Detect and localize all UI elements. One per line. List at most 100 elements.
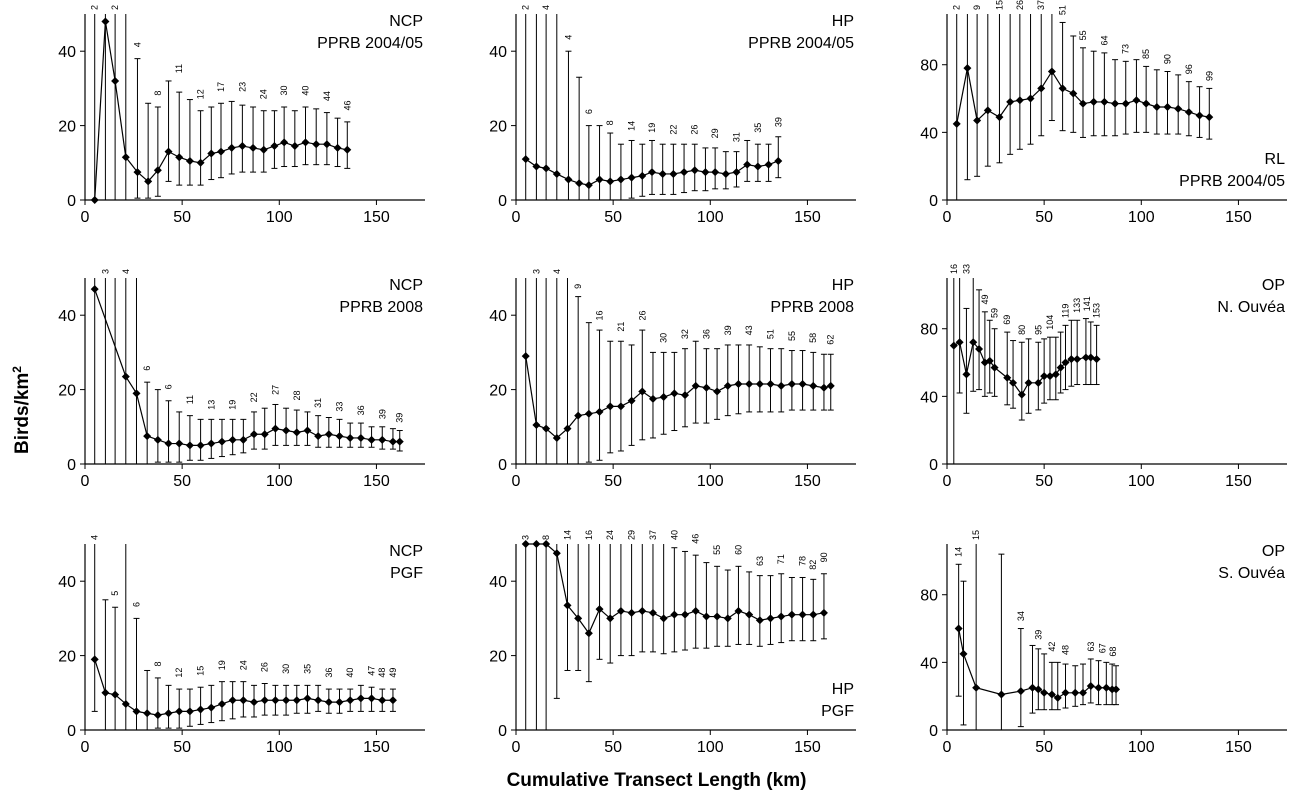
sample-count-label: 19	[217, 660, 227, 670]
data-point	[207, 703, 216, 712]
x-tick-label: 0	[512, 209, 521, 226]
data-point	[809, 381, 818, 390]
data-point	[711, 168, 720, 177]
data-point	[627, 396, 636, 405]
data-point	[669, 169, 678, 178]
panel-label-line: PGF	[821, 703, 854, 720]
sample-count-label: 26	[690, 125, 700, 135]
data-point	[606, 402, 615, 411]
data-point	[787, 380, 796, 389]
y-tick-label: 40	[489, 44, 507, 61]
data-point	[521, 155, 530, 164]
data-point	[1026, 94, 1035, 103]
data-point	[303, 694, 312, 703]
data-point	[819, 383, 828, 392]
data-point	[175, 439, 184, 448]
sample-count-label: 64	[1099, 35, 1109, 45]
sample-count-label: 141	[1082, 296, 1092, 311]
data-point	[164, 709, 173, 718]
panel-9: 0 50 100 150 0 40 80 14 15 34 39 42 48 63 67 68 OP S. Ouv…	[920, 530, 1287, 756]
data-point	[701, 168, 710, 177]
x-tick-label: 0	[943, 739, 952, 756]
sample-count-label: 39	[395, 413, 405, 423]
data-point	[1056, 363, 1065, 372]
sample-count-label: 78	[798, 556, 808, 566]
data-point	[552, 549, 561, 558]
sample-count-label: 85	[1141, 49, 1151, 59]
sample-count-label: 27	[270, 385, 280, 395]
y-tick-label: 40	[58, 44, 76, 61]
data-point	[343, 145, 352, 154]
data-point	[121, 153, 130, 162]
data-point	[745, 380, 754, 389]
y-tick-label: 40	[920, 389, 938, 406]
y-tick-label: 0	[498, 457, 507, 474]
data-point	[713, 387, 722, 396]
data-point	[798, 380, 807, 389]
sample-count-label: 19	[228, 400, 238, 410]
sample-count-label: 21	[616, 322, 626, 332]
x-tick-label: 100	[1128, 739, 1155, 756]
data-point	[542, 164, 551, 173]
data-point	[90, 285, 99, 294]
panel-label-line: NCP	[389, 13, 423, 30]
x-tick-label: 0	[81, 739, 90, 756]
sample-count-label: 35	[753, 123, 763, 133]
panel-label-line: HP	[832, 277, 854, 294]
sample-count-label: 19	[647, 123, 657, 133]
sample-count-label: 2	[90, 5, 100, 10]
y-tick-label: 0	[67, 723, 76, 740]
data-point	[153, 166, 162, 175]
x-tick-label: 100	[1128, 473, 1155, 490]
x-tick-label: 50	[604, 473, 622, 490]
x-tick-label: 0	[512, 473, 521, 490]
data-point	[111, 690, 120, 699]
sample-count-label: 6	[584, 109, 594, 114]
data-point	[691, 381, 700, 390]
sample-count-label: 44	[322, 91, 332, 101]
data-point	[975, 345, 984, 354]
data-point	[766, 380, 775, 389]
sample-count-label: 51	[1058, 5, 1068, 15]
data-point	[1152, 103, 1161, 111]
sample-count-label: 2	[521, 5, 531, 10]
sample-count-label: 24	[259, 89, 269, 99]
data-point	[185, 441, 194, 450]
data-point	[959, 649, 968, 658]
data-point	[1015, 96, 1024, 105]
x-tick-label: 50	[1035, 739, 1053, 756]
y-tick-label: 0	[929, 723, 938, 740]
data-point	[239, 696, 248, 705]
data-point	[969, 338, 978, 347]
data-point	[164, 439, 173, 448]
sample-count-label: 104	[1045, 315, 1055, 330]
data-point	[648, 168, 656, 177]
panel-label-line: NCP	[389, 543, 423, 560]
x-tick-label: 50	[604, 209, 622, 226]
panel-label-line: PGF	[390, 565, 423, 582]
data-point	[228, 696, 237, 705]
sample-count-label: 8	[153, 91, 163, 96]
panel-label-line: HP	[832, 13, 854, 30]
x-tick-label: 100	[697, 739, 724, 756]
y-tick-label: 0	[929, 193, 938, 210]
sample-count-label: 62	[826, 335, 836, 345]
sample-count-label: 67	[1097, 643, 1107, 653]
data-point	[290, 142, 299, 151]
y-tick-label: 40	[489, 574, 507, 591]
sample-count-label: 96	[1184, 64, 1194, 74]
data-point	[196, 705, 205, 714]
sample-count-label: 63	[1086, 642, 1096, 652]
x-tick-label: 100	[697, 473, 724, 490]
y-tick-label: 20	[489, 383, 507, 400]
panel-label-line: PPRB 2004/05	[317, 35, 423, 52]
sample-count-label: 63	[755, 556, 765, 566]
data-point	[260, 696, 269, 705]
data-point	[153, 711, 162, 720]
panel-label-line: PPRB 2004/05	[748, 35, 854, 52]
data-point	[144, 177, 153, 186]
sample-count-label: 90	[1163, 54, 1173, 64]
data-point	[217, 699, 226, 708]
data-point	[1051, 370, 1060, 379]
